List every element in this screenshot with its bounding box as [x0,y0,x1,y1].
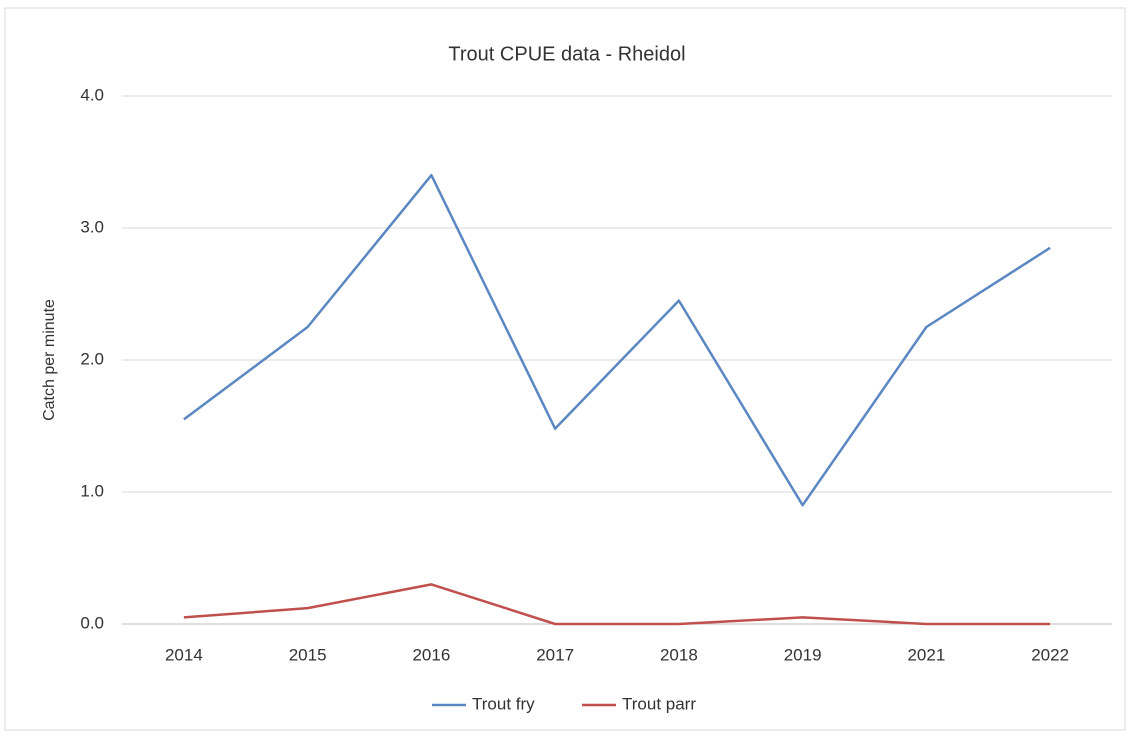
x-tick-label: 2021 [907,645,945,664]
x-tick-label: 2015 [289,645,327,664]
y-axis-title: Catch per minute [41,299,58,421]
series-line [183,583,1051,626]
x-tick-label: 2018 [660,645,698,664]
x-tick-label: 2017 [536,645,574,664]
x-tick-label: 2016 [412,645,450,664]
x-tick-label: 2019 [784,645,822,664]
y-tick-label: 1.0 [80,481,104,500]
series-line [183,173,1051,507]
y-tick-label: 4.0 [80,85,104,104]
x-tick-label: 2014 [165,645,203,664]
legend-label: Trout fry [472,694,535,713]
x-tick-label: 2022 [1031,645,1069,664]
chart-frame [4,7,1126,731]
legend-label: Trout parr [622,694,696,713]
y-tick-label: 2.0 [80,349,104,368]
chart-title: Trout CPUE data - Rheidol [448,43,685,65]
y-tick-label: 0.0 [80,613,104,632]
y-tick-label: 3.0 [80,217,104,236]
